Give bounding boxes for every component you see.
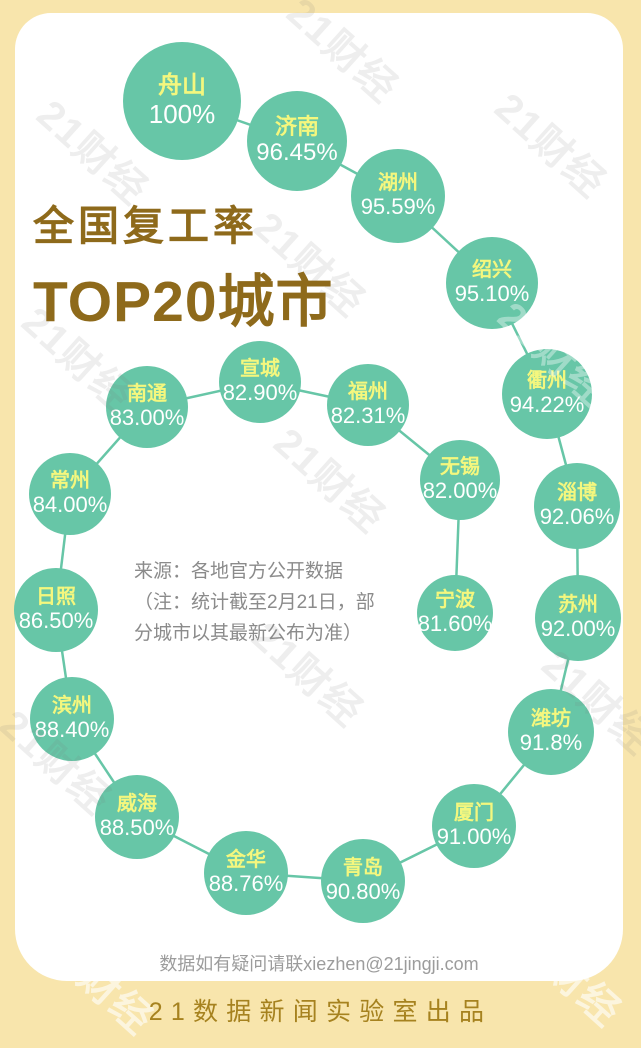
city-value: 82.31% [330,402,406,428]
city-bubble-13: 滨州 88.40% [30,677,114,761]
city-value: 91.8% [519,729,583,755]
city-value: 91.00% [436,823,512,849]
city-name: 青岛 [343,857,383,880]
city-value: 86.50% [18,607,94,633]
city-name: 潍坊 [531,708,571,731]
city-name: 苏州 [558,594,598,617]
city-bubble-16: 南通 83.00% [106,366,188,448]
city-name: 衢州 [527,370,567,393]
city-bubble-15: 常州 84.00% [29,453,111,535]
city-bubble-6: 淄博 92.06% [534,463,620,549]
city-bubble-5: 衢州 94.22% [502,349,592,439]
city-name: 无锡 [440,456,480,479]
city-name: 湖州 [378,172,418,195]
city-value: 92.00% [540,615,616,641]
city-bubble-17: 宣城 82.90% [219,341,301,423]
city-name: 济南 [274,114,319,140]
city-name: 舟山 [158,72,206,99]
city-value: 82.90% [222,379,298,405]
city-name: 滨州 [52,695,92,718]
title-line-1: 全国复工率 [33,203,258,249]
city-bubble-3: 湖州 95.59% [351,149,445,243]
city-name: 日照 [36,586,76,609]
city-bubble-14: 日照 86.50% [14,568,98,652]
city-name: 常州 [50,470,90,493]
city-bubble-2: 济南 96.45% [247,91,347,191]
city-value: 83.00% [109,404,185,430]
source-note-line: （注：统计截至2月21日，部 [134,592,375,613]
title-line-2: TOP20城市 [33,270,334,334]
city-value: 88.40% [34,716,110,742]
city-name: 宣城 [240,358,280,381]
city-bubble-18: 福州 82.31% [327,364,409,446]
city-bubble-11: 金华 88.76% [204,831,288,915]
city-value: 95.59% [360,193,436,219]
city-bubble-12: 威海 88.50% [95,775,179,859]
city-name: 福州 [348,381,388,404]
city-value: 84.00% [32,491,108,517]
city-bubble-8: 潍坊 91.8% [508,689,594,775]
footer-credit: 21数据新闻实验室出品 [148,998,493,1026]
city-bubble-10: 青岛 90.80% [321,839,405,923]
source-note: 来源：各地官方公开数据 （注：统计截至2月21日，部 分城市以其最新公布为准） [134,556,375,649]
city-bubble-7: 苏州 92.00% [535,575,621,661]
city-bubble-9: 厦门 91.00% [432,784,516,868]
city-value: 96.45% [256,138,338,166]
city-bubble-20: 宁波 81.60% [417,575,493,651]
city-value: 88.50% [99,814,175,840]
city-name: 威海 [117,793,157,816]
city-name: 宁波 [435,589,475,612]
source-note-line: 分城市以其最新公布为准） [134,623,363,644]
city-value: 90.80% [325,878,401,904]
city-name: 绍兴 [472,259,512,282]
contact-line: 数据如有疑问请联xiezhen@21jingji.com [159,954,479,974]
city-value: 81.60% [417,610,493,636]
city-name: 金华 [226,849,266,872]
city-value: 94.22% [509,391,585,417]
city-value: 100% [148,98,216,129]
city-bubble-4: 绍兴 95.10% [446,237,538,329]
city-bubble-1: 舟山 100% [123,42,241,160]
city-name: 厦门 [454,802,494,825]
city-bubble-19: 无锡 82.00% [420,440,500,520]
city-value: 82.00% [422,477,498,503]
city-name: 淄博 [557,482,597,505]
chart-title: 全国复工率 TOP20城市 [33,192,334,338]
city-value: 88.76% [208,870,284,896]
source-note-line: 来源：各地官方公开数据 [134,561,344,582]
city-value: 92.06% [539,503,615,529]
city-value: 95.10% [454,280,530,306]
city-name: 南通 [127,383,167,406]
